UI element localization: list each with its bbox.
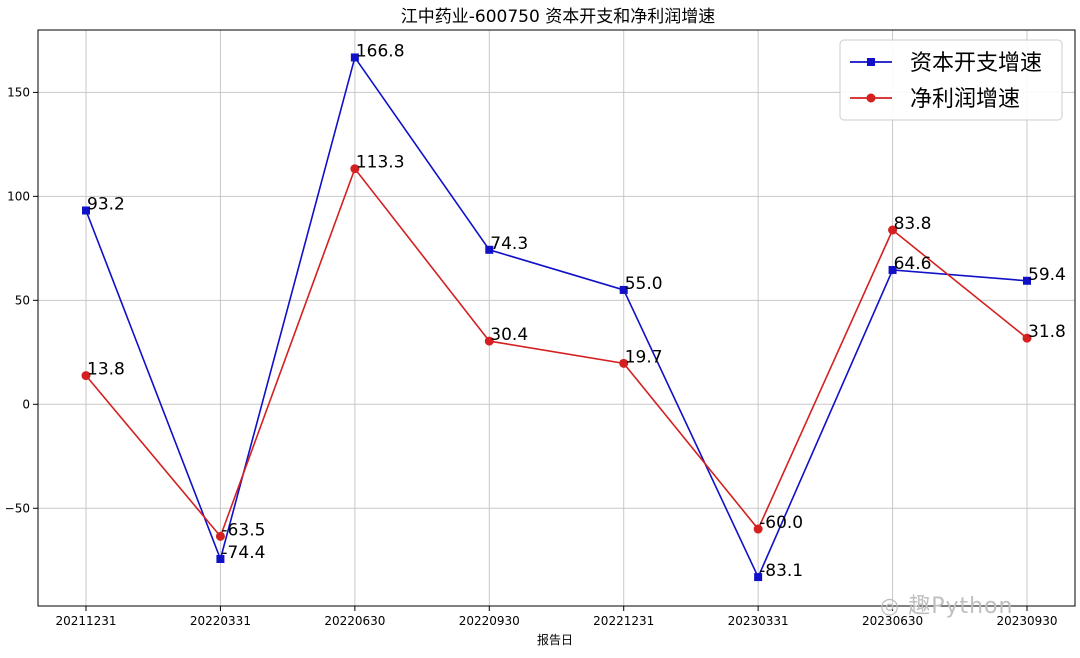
legend-box (839, 39, 1063, 121)
y-tick-label: 150 (7, 85, 30, 99)
y-tick-label: 0 (22, 397, 30, 411)
axes: 20211231 20220331 20220630 20220930 20221231… (5, 29, 1076, 628)
data-label: 93.2 (87, 194, 125, 214)
x-tick-label: 20211231 (55, 614, 116, 628)
y-tick-label: −50 (5, 501, 30, 515)
x-tick-label: 20220930 (459, 614, 520, 628)
x-tick-label: 20230331 (728, 614, 789, 628)
x-tick-label: 20221231 (593, 614, 654, 628)
x-tick-label: 20230930 (996, 614, 1057, 628)
data-label: 30.4 (490, 325, 528, 345)
legend-label: 净利润增速 (910, 87, 1020, 112)
data-point-square (1023, 276, 1031, 285)
data-point-circle (1022, 333, 1032, 343)
data-point-circle (350, 164, 360, 174)
data-point-square (82, 206, 90, 215)
data-point-square (485, 245, 494, 254)
data-label: 83.8 (894, 214, 932, 234)
data-label: 113.3 (356, 153, 405, 173)
x-tick-label: 20220630 (324, 614, 385, 628)
legend-marker-square (867, 58, 875, 66)
series-layer (81, 53, 1032, 582)
wechat-icon: ◎ (880, 594, 901, 619)
data-point-circle (81, 371, 91, 381)
y-tick-label: 50 (15, 293, 30, 307)
data-label: -74.4 (221, 543, 265, 563)
data-label: 59.4 (1028, 265, 1066, 285)
x-axis-label: 报告日 (537, 632, 573, 647)
data-point-circle (484, 336, 494, 346)
data-label: 74.3 (490, 234, 528, 254)
data-label: -60.0 (759, 513, 803, 533)
data-point-circle (753, 524, 763, 534)
data-labels: 93.2 -74.4 166.8 74.3 55.0 -83.1 64.6 59.4 13.8 -… (87, 41, 1066, 581)
x-tick-label: 20220331 (190, 614, 251, 628)
data-label: 31.8 (1028, 322, 1066, 342)
legend-marker-circle (866, 93, 876, 103)
watermark-text: 趣Python (908, 594, 1014, 619)
data-point-square (216, 555, 225, 564)
data-point-circle (215, 531, 225, 541)
watermark: ◎ 趣Python (880, 588, 1013, 620)
series-line-1 (85, 167, 1028, 538)
data-point-square (754, 573, 763, 582)
data-label: -63.5 (221, 520, 265, 540)
data-point-circle (888, 225, 898, 235)
data-label: 13.8 (87, 360, 125, 380)
data-label: 64.6 (894, 254, 932, 274)
series-line-0 (85, 55, 1028, 580)
data-label: 55.0 (625, 274, 663, 294)
data-label: 19.7 (625, 347, 663, 367)
data-point-circle (619, 358, 629, 368)
x-tick-label: 20230630 (862, 614, 923, 628)
data-point-square (619, 285, 628, 294)
data-label: 166.8 (356, 41, 405, 61)
data-point-square (888, 265, 897, 274)
data-point-square (350, 53, 359, 62)
chart-title: 江中药业-600750 资本开支和净利润增速 (401, 7, 715, 27)
legend-label: 资本开支增速 (910, 51, 1042, 76)
data-label: -83.1 (759, 561, 803, 581)
plot-frame (37, 29, 1076, 607)
y-tick-label: 100 (7, 189, 30, 203)
